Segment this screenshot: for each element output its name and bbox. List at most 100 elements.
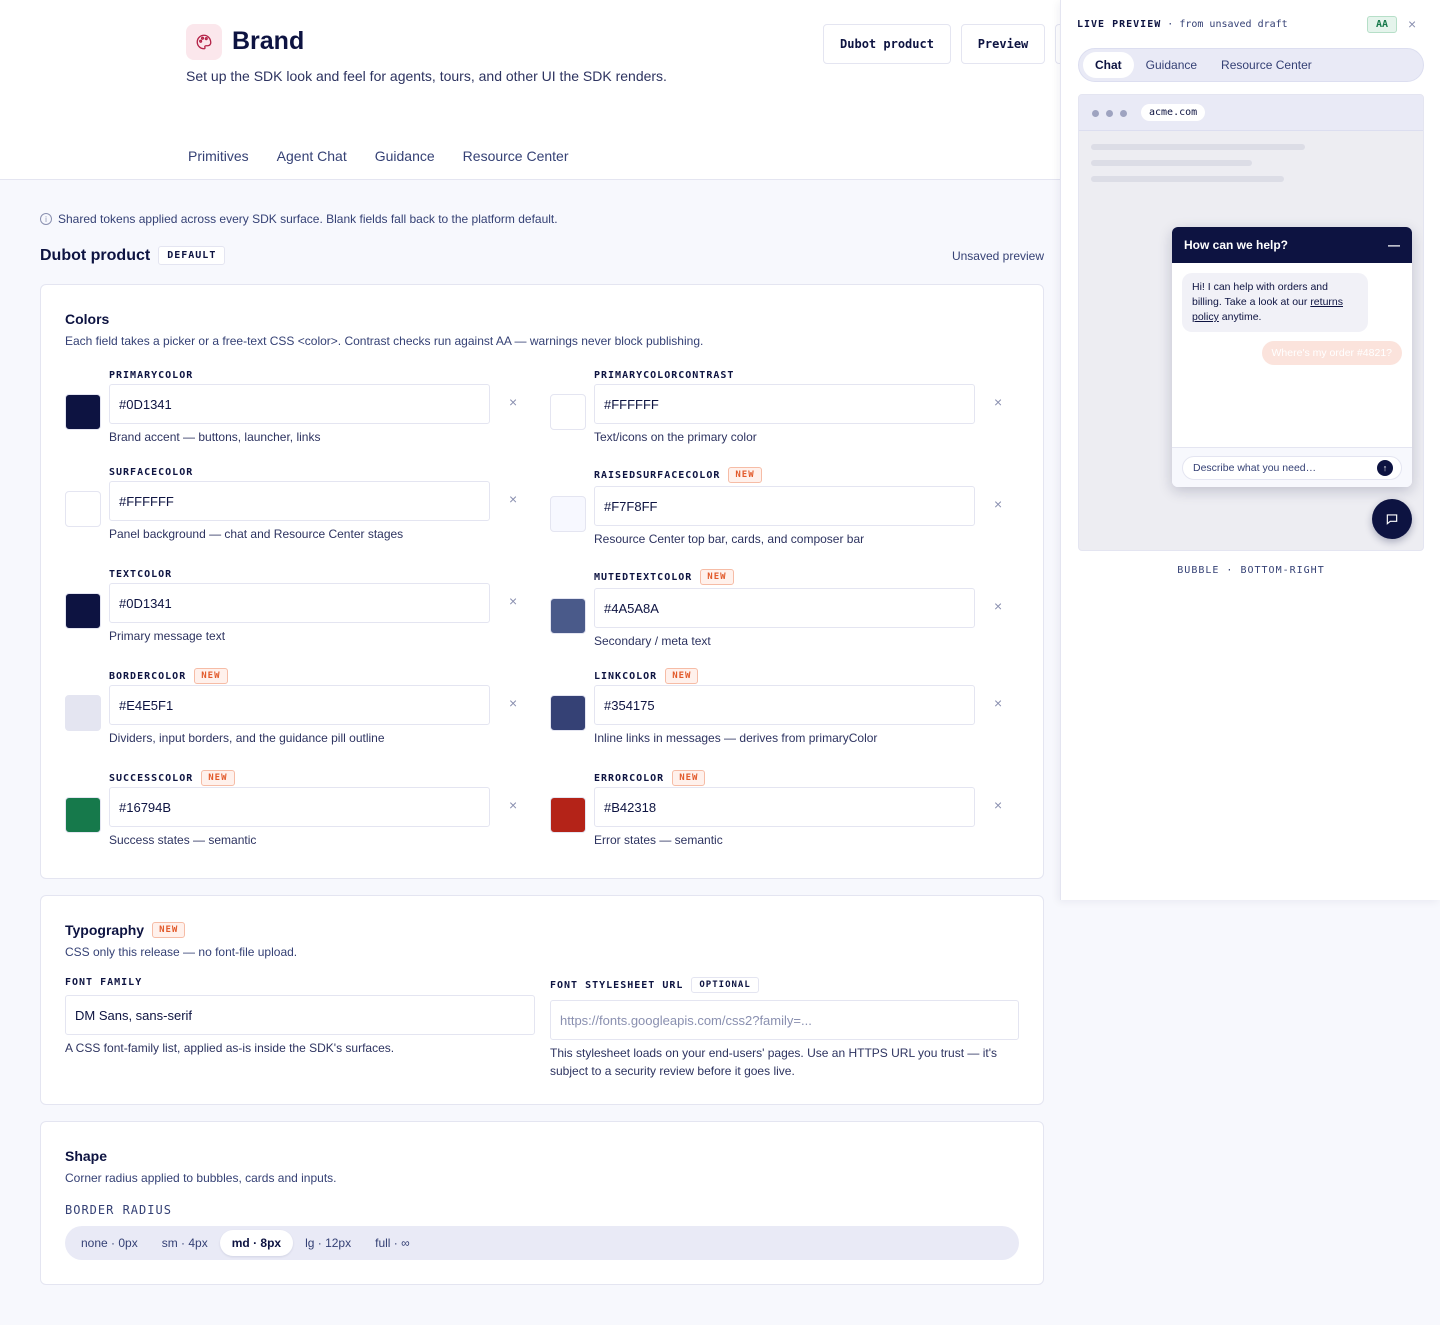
color-value-input[interactable]: #FFFFFF bbox=[109, 481, 490, 521]
color-swatch-picker[interactable] bbox=[65, 593, 101, 629]
preview-tab-resource-center[interactable]: Resource Center bbox=[1221, 58, 1312, 72]
chat-input[interactable]: Describe what you need… bbox=[1182, 456, 1402, 480]
window-dot-icon bbox=[1120, 110, 1127, 117]
color-field-label: SUCCESSCOLOR bbox=[109, 772, 194, 784]
color-value-input[interactable]: #F7F8FF bbox=[594, 486, 975, 526]
info-note: i Shared tokens applied across every SDK… bbox=[40, 212, 558, 226]
color-field-label-row: RAISEDSURFACECOLOR NEW bbox=[594, 466, 762, 484]
clear-icon[interactable]: × bbox=[509, 593, 518, 609]
preview-tabs: Chat Guidance Resource Center bbox=[1078, 48, 1424, 82]
clear-icon[interactable]: × bbox=[994, 797, 1003, 813]
typography-title-text: Typography bbox=[65, 922, 145, 938]
color-field-label-row: SURFACECOLOR bbox=[109, 463, 193, 481]
browser-url: acme.com bbox=[1141, 104, 1206, 121]
palette-icon bbox=[186, 24, 222, 60]
skeleton-line bbox=[1091, 160, 1252, 166]
preview-tab-guidance[interactable]: Guidance bbox=[1145, 58, 1198, 72]
shape-subtitle: Corner radius applied to bubbles, cards … bbox=[65, 1171, 337, 1185]
border-radius-label: BORDER RADIUS bbox=[65, 1203, 172, 1217]
color-swatch-picker[interactable] bbox=[65, 491, 101, 527]
page-header: Brand Set up the SDK look and feel for a… bbox=[0, 0, 1075, 180]
color-field-label: PRIMARYCOLOR bbox=[109, 369, 194, 381]
font-family-help: A CSS font-family list, applied as-is in… bbox=[65, 1041, 395, 1055]
color-field-label-row: LINKCOLOR NEW bbox=[594, 667, 699, 685]
clear-icon[interactable]: × bbox=[994, 695, 1003, 711]
send-icon[interactable]: ↑ bbox=[1377, 460, 1393, 476]
color-field-label: ERRORCOLOR bbox=[594, 772, 665, 784]
window-dot-icon bbox=[1092, 110, 1099, 117]
bot-message-text: Hi! I can help with orders and billing. … bbox=[1192, 281, 1328, 308]
new-badge: NEW bbox=[700, 569, 734, 585]
unsaved-status: Unsaved preview bbox=[951, 249, 1044, 263]
tab-agent-chat[interactable]: Agent Chat bbox=[276, 148, 347, 164]
color-field-label: SURFACECOLOR bbox=[109, 466, 194, 478]
radius-option-sm[interactable]: sm · 4px bbox=[161, 1236, 208, 1250]
typography-card: Typography NEW CSS only this release — n… bbox=[40, 895, 1044, 1105]
color-field-label-row: PRIMARYCOLORCONTRAST bbox=[594, 366, 734, 384]
color-value-input[interactable]: #E4E5F1 bbox=[109, 685, 490, 725]
radius-option-md[interactable]: md · 8px bbox=[219, 1230, 294, 1256]
chat-launcher-button[interactable] bbox=[1372, 499, 1412, 539]
tab-bar: Primitives Agent Chat Guidance Resource … bbox=[186, 138, 595, 178]
product-selector-button[interactable]: Dubot product bbox=[823, 24, 951, 64]
clear-icon[interactable]: × bbox=[994, 394, 1003, 410]
new-badge: NEW bbox=[672, 770, 706, 786]
color-value-input[interactable]: #0D1341 bbox=[109, 384, 490, 424]
tab-resource-center[interactable]: Resource Center bbox=[462, 148, 569, 164]
shape-card: Shape Corner radius applied to bubbles, … bbox=[40, 1121, 1044, 1285]
color-swatch-picker[interactable] bbox=[65, 797, 101, 833]
color-swatch-picker[interactable] bbox=[550, 598, 586, 634]
color-value-input[interactable]: #16794B bbox=[109, 787, 490, 827]
preview-button[interactable]: Preview bbox=[961, 24, 1045, 64]
tab-primitives[interactable]: Primitives bbox=[188, 148, 249, 164]
new-badge: NEW bbox=[665, 668, 699, 684]
color-swatch-picker[interactable] bbox=[550, 394, 586, 430]
clear-icon[interactable]: × bbox=[509, 491, 518, 507]
radius-option-full[interactable]: full · ∞ bbox=[375, 1236, 410, 1250]
minimize-icon[interactable]: — bbox=[1388, 238, 1400, 252]
clear-icon[interactable]: × bbox=[509, 394, 518, 410]
color-value-input[interactable]: #354175 bbox=[594, 685, 975, 725]
radius-option-none[interactable]: none · 0px bbox=[81, 1236, 138, 1250]
close-icon[interactable]: × bbox=[1408, 16, 1417, 32]
stylesheet-url-input[interactable]: https://fonts.googleapis.com/css2?family… bbox=[550, 1000, 1019, 1040]
border-radius-selector: none · 0px sm · 4px md · 8px lg · 12px f… bbox=[65, 1226, 1019, 1260]
color-swatch-picker[interactable] bbox=[550, 797, 586, 833]
user-message: Where's my order #4821? bbox=[1261, 341, 1402, 365]
color-swatch-picker[interactable] bbox=[550, 695, 586, 731]
stylesheet-help: This stylesheet loads on your end-users'… bbox=[550, 1046, 997, 1078]
skeleton-line bbox=[1091, 144, 1305, 150]
tab-guidance[interactable]: Guidance bbox=[374, 148, 435, 164]
color-swatch-picker[interactable] bbox=[550, 496, 586, 532]
new-badge: NEW bbox=[728, 467, 762, 483]
color-field-label: PRIMARYCOLORCONTRAST bbox=[594, 369, 735, 381]
clear-icon[interactable]: × bbox=[509, 695, 518, 711]
color-value-input[interactable]: #FFFFFF bbox=[594, 384, 975, 424]
color-swatch-picker[interactable] bbox=[65, 695, 101, 731]
font-family-input[interactable]: DM Sans, sans-serif bbox=[65, 995, 535, 1035]
clear-icon[interactable]: × bbox=[994, 496, 1003, 512]
color-field-help: Secondary / meta text bbox=[594, 634, 711, 648]
clear-icon[interactable]: × bbox=[994, 598, 1003, 614]
page-subtitle: Set up the SDK look and feel for agents,… bbox=[186, 68, 667, 84]
font-family-label: FONT FAMILY bbox=[65, 977, 143, 988]
color-field-label-row: ERRORCOLOR NEW bbox=[594, 769, 706, 787]
clear-icon[interactable]: × bbox=[509, 797, 518, 813]
window-dot-icon bbox=[1106, 110, 1113, 117]
skeleton-line bbox=[1091, 176, 1284, 182]
colors-subtitle: Each field takes a picker or a free-text… bbox=[65, 334, 704, 348]
color-value-input[interactable]: #4A5A8A bbox=[594, 588, 975, 628]
color-value-input[interactable]: #B42318 bbox=[594, 787, 975, 827]
color-value-input[interactable]: #0D1341 bbox=[109, 583, 490, 623]
color-swatch-picker[interactable] bbox=[65, 394, 101, 430]
page-title: Brand bbox=[232, 27, 305, 55]
radius-option-lg[interactable]: lg · 12px bbox=[305, 1236, 352, 1250]
color-field-label-row: SUCCESSCOLOR NEW bbox=[109, 769, 235, 787]
color-field-help: Error states — semantic bbox=[594, 833, 723, 847]
color-field-label-row: PRIMARYCOLOR bbox=[109, 366, 193, 384]
color-field-help: Primary message text bbox=[109, 629, 226, 643]
preview-tab-chat[interactable]: Chat bbox=[1083, 52, 1134, 78]
returns-policy-link[interactable]: returns policy bbox=[1192, 296, 1343, 323]
chat-widget: How can we help? — Hi! I can help with o… bbox=[1172, 227, 1412, 487]
shape-title: Shape bbox=[65, 1148, 108, 1164]
